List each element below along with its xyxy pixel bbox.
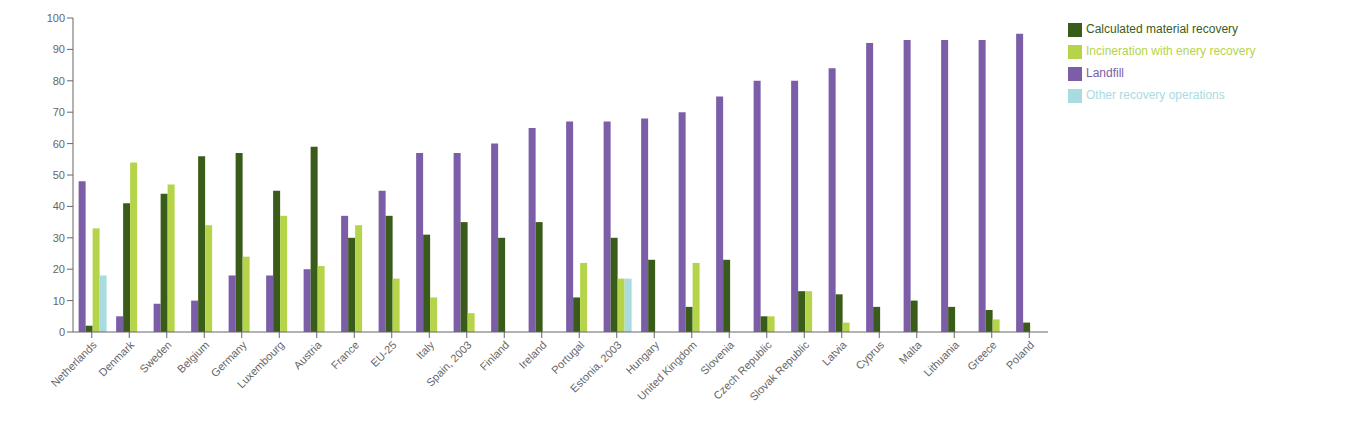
svg-text:Austria: Austria: [291, 338, 324, 371]
svg-text:100: 100: [47, 12, 65, 24]
svg-text:Latvia: Latvia: [820, 338, 850, 368]
svg-text:Cyprus: Cyprus: [853, 338, 886, 371]
svg-text:Finland: Finland: [477, 339, 511, 373]
svg-text:Lithuania: Lithuania: [921, 338, 962, 379]
svg-text:EU-25: EU-25: [368, 339, 399, 370]
svg-text:Hungary: Hungary: [623, 338, 661, 376]
svg-text:Netherlands: Netherlands: [48, 338, 99, 389]
svg-text:Sweden: Sweden: [137, 339, 174, 376]
svg-text:Italy: Italy: [414, 338, 437, 361]
html-text:Incineration with enery recove: Incineration with enery recovery: [1086, 44, 1256, 58]
svg-text:Belgium: Belgium: [175, 339, 212, 376]
svg-text:60: 60: [53, 138, 65, 150]
svg-text:Czech Republic: Czech Republic: [710, 338, 774, 402]
svg-text:Luxembourg: Luxembourg: [235, 339, 287, 391]
svg-text:0: 0: [59, 326, 65, 338]
svg-text:Germany: Germany: [208, 338, 249, 380]
svg-text:50: 50: [53, 169, 65, 181]
svg-text:Denmark: Denmark: [96, 338, 136, 378]
svg-text:Malta: Malta: [896, 338, 924, 366]
svg-text:Portugal: Portugal: [549, 339, 586, 376]
svg-text:80: 80: [53, 75, 65, 87]
svg-text:France: France: [329, 339, 362, 372]
svg-text:20: 20: [53, 263, 65, 275]
svg-text:90: 90: [53, 43, 65, 55]
svg-text:70: 70: [53, 106, 65, 118]
svg-text:Slovak Republic: Slovak Republic: [747, 338, 812, 403]
svg-text:Estonia, 2003: Estonia, 2003: [568, 339, 624, 395]
svg-text:Slovenia: Slovenia: [698, 338, 737, 377]
html-text:Landfill: Landfill: [1086, 66, 1124, 80]
svg-text:10: 10: [53, 295, 65, 307]
svg-text:Spain, 2003: Spain, 2003: [424, 339, 474, 389]
html-text:Calculated material recovery: Calculated material recovery: [1086, 22, 1239, 36]
svg-text:30: 30: [53, 232, 65, 244]
svg-text:Ireland: Ireland: [517, 339, 549, 371]
svg-text:Poland: Poland: [1004, 339, 1037, 372]
svg-text:United Kingdom: United Kingdom: [635, 339, 699, 403]
svg-text:40: 40: [53, 200, 65, 212]
svg-text:Greece: Greece: [965, 339, 999, 373]
html-text:Other recovery operations: Other recovery operations: [1086, 88, 1225, 102]
